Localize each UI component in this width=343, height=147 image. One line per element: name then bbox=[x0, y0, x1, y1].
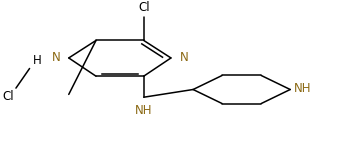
Text: Cl: Cl bbox=[3, 90, 14, 102]
Text: Cl: Cl bbox=[138, 1, 150, 15]
Text: NH: NH bbox=[294, 82, 311, 95]
Text: N: N bbox=[51, 51, 60, 64]
Text: N: N bbox=[179, 51, 188, 64]
Text: NH: NH bbox=[135, 103, 152, 117]
Text: H: H bbox=[33, 54, 42, 67]
